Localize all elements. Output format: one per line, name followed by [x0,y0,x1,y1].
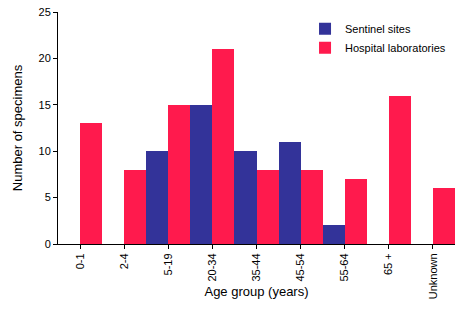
svg-text:0-1: 0-1 [74,253,86,269]
svg-text:45-54: 45-54 [294,253,306,281]
svg-text:Age group (years): Age group (years) [204,284,308,299]
svg-text:25: 25 [39,6,51,18]
svg-text:15: 15 [39,99,51,111]
svg-text:20: 20 [39,52,51,64]
svg-text:Number of specimens: Number of specimens [10,64,25,191]
svg-text:35-44: 35-44 [250,253,262,281]
svg-text:65 +: 65 + [382,253,394,275]
svg-text:Hospital laboratories: Hospital laboratories [345,42,446,54]
svg-text:20-34: 20-34 [206,253,218,281]
svg-text:5-19: 5-19 [162,253,174,275]
svg-text:2-4: 2-4 [118,253,130,269]
svg-text:5: 5 [45,191,51,203]
svg-text:55-64: 55-64 [338,253,350,281]
svg-text:Unknown: Unknown [427,253,439,299]
svg-text:10: 10 [39,145,51,157]
svg-text:0: 0 [45,238,51,250]
svg-text:Sentinel sites: Sentinel sites [345,23,411,35]
